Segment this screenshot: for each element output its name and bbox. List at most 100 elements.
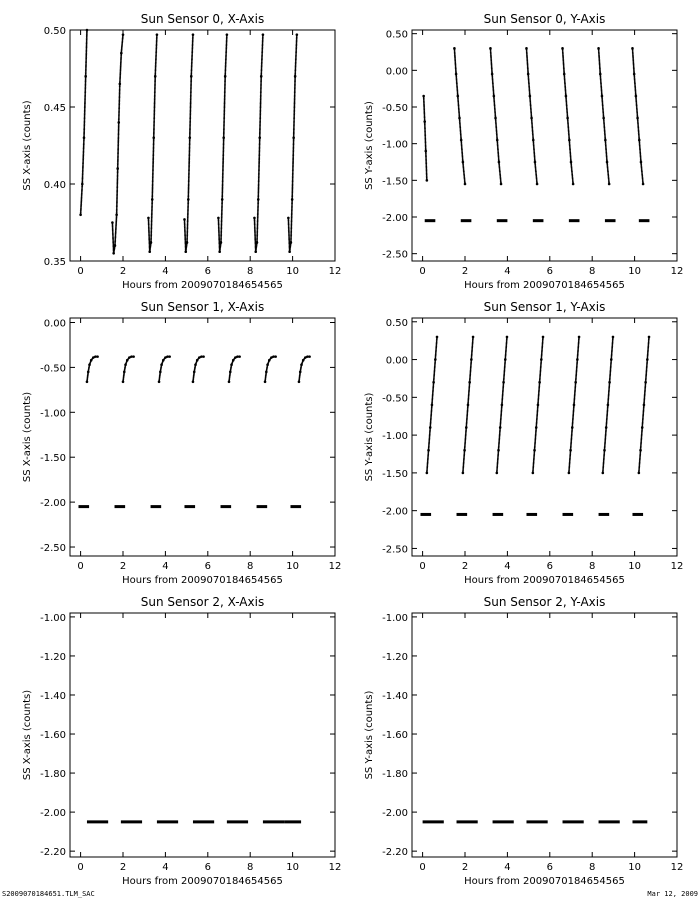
data-point-fill bbox=[609, 369, 612, 372]
data-point-fill bbox=[491, 82, 494, 85]
data-point-fill bbox=[223, 114, 226, 117]
data-point-fill bbox=[150, 224, 153, 227]
data-point-fill bbox=[191, 37, 194, 40]
data-point-fill bbox=[564, 84, 566, 86]
data-point-fill bbox=[541, 338, 544, 341]
data-point-fill bbox=[117, 151, 119, 154]
data-point-fill bbox=[466, 414, 469, 417]
data-point-fill bbox=[259, 90, 262, 93]
data-point-fill bbox=[529, 107, 532, 110]
data-point-fill bbox=[644, 385, 647, 388]
data-point-fill bbox=[186, 215, 189, 217]
y-tick-label: -2.50 bbox=[40, 543, 66, 554]
data-point-fill bbox=[490, 58, 493, 61]
data-point-fill bbox=[116, 189, 119, 192]
data-point-fill bbox=[526, 58, 529, 61]
plot-frame bbox=[411, 317, 678, 557]
y-tick-label: -1.50 bbox=[40, 453, 66, 464]
data-point-fill bbox=[151, 195, 154, 198]
data-point-fill bbox=[290, 233, 293, 236]
data-point-fill bbox=[572, 407, 575, 410]
data-point-fill bbox=[424, 126, 426, 129]
data-point-fill bbox=[292, 142, 295, 145]
data-point-fill bbox=[84, 69, 87, 72]
data-point-fill bbox=[498, 437, 501, 440]
data-point-fill bbox=[570, 166, 573, 169]
data-point-fill bbox=[531, 125, 534, 128]
x-tick-label: 4 bbox=[162, 561, 168, 572]
data-point-fill bbox=[225, 43, 228, 46]
data-point-fill bbox=[606, 410, 609, 413]
data-point-fill bbox=[291, 186, 294, 188]
data-point-fill bbox=[533, 453, 536, 456]
data-point-fill bbox=[84, 73, 87, 76]
data-point-fill bbox=[189, 97, 192, 100]
data-point-fill bbox=[500, 407, 503, 410]
data-point-fill bbox=[500, 414, 502, 417]
data-point-fill bbox=[600, 84, 603, 86]
data-point-fill bbox=[459, 123, 461, 126]
data-point-fill bbox=[639, 150, 642, 152]
data-point-fill bbox=[434, 357, 437, 360]
y-tick-label: -2.20 bbox=[40, 847, 66, 858]
data-point bbox=[222, 136, 225, 140]
data-point-fill bbox=[499, 418, 502, 421]
data-point-fill bbox=[291, 175, 294, 178]
data-point-fill bbox=[424, 141, 427, 144]
data-point-fill bbox=[531, 132, 534, 135]
data-point bbox=[308, 355, 311, 358]
data-point-fill bbox=[638, 466, 641, 469]
data-point-fill bbox=[190, 86, 192, 89]
data-point-fill bbox=[117, 125, 120, 128]
data-point-fill bbox=[295, 44, 298, 47]
data-point-fill bbox=[183, 222, 186, 225]
data-point-fill bbox=[563, 75, 566, 78]
data-point bbox=[607, 182, 611, 186]
data-point-fill bbox=[534, 170, 537, 173]
data-point-fill bbox=[562, 55, 564, 58]
data-point-fill bbox=[187, 188, 190, 191]
data-point-fill bbox=[287, 225, 290, 227]
data-point-fill bbox=[260, 66, 263, 69]
data-point-fill bbox=[188, 141, 191, 143]
data-point-fill bbox=[606, 165, 609, 168]
data-point-fill bbox=[469, 374, 472, 377]
data-point-fill bbox=[495, 132, 498, 135]
data-point-fill bbox=[222, 156, 225, 158]
data-point-fill bbox=[153, 95, 156, 98]
data-point-fill bbox=[256, 213, 259, 216]
data-point-fill bbox=[610, 362, 612, 365]
data-point-fill bbox=[571, 178, 574, 181]
data-point-fill bbox=[290, 216, 293, 219]
data-point-fill bbox=[489, 54, 492, 56]
x-axis-label: Hours from 2009070184654565 bbox=[122, 280, 283, 291]
data-point-fill bbox=[220, 229, 223, 231]
data-point-fill bbox=[115, 216, 118, 219]
data-point-fill bbox=[497, 151, 500, 154]
data-point-fill bbox=[610, 353, 613, 356]
data-point-fill bbox=[425, 155, 427, 158]
y-tick-label: -1.40 bbox=[40, 691, 66, 702]
data-point-fill bbox=[260, 62, 263, 65]
data-point-fill bbox=[572, 417, 574, 420]
data-point-fill bbox=[424, 129, 426, 131]
data-point-fill bbox=[295, 50, 298, 53]
data-point-fill bbox=[568, 141, 571, 144]
data-point-fill bbox=[571, 430, 573, 433]
data-point-fill bbox=[470, 355, 473, 358]
data-point-fill bbox=[576, 355, 579, 358]
data-point-fill bbox=[150, 215, 153, 217]
data-point-fill bbox=[293, 121, 295, 124]
data-point-fill bbox=[149, 245, 152, 248]
y-tick-label: -1.00 bbox=[40, 408, 66, 419]
data-point-fill bbox=[642, 415, 644, 418]
data-point-fill bbox=[605, 156, 608, 159]
y-tick-label: -1.50 bbox=[382, 176, 408, 187]
data-point-fill bbox=[427, 445, 430, 448]
data-point-fill bbox=[569, 156, 572, 159]
data-point-fill bbox=[222, 149, 225, 152]
x-tick-label: 2 bbox=[462, 862, 468, 873]
data-point-fill bbox=[221, 171, 224, 173]
data-point-fill bbox=[635, 104, 638, 107]
data-point-fill bbox=[641, 419, 644, 422]
